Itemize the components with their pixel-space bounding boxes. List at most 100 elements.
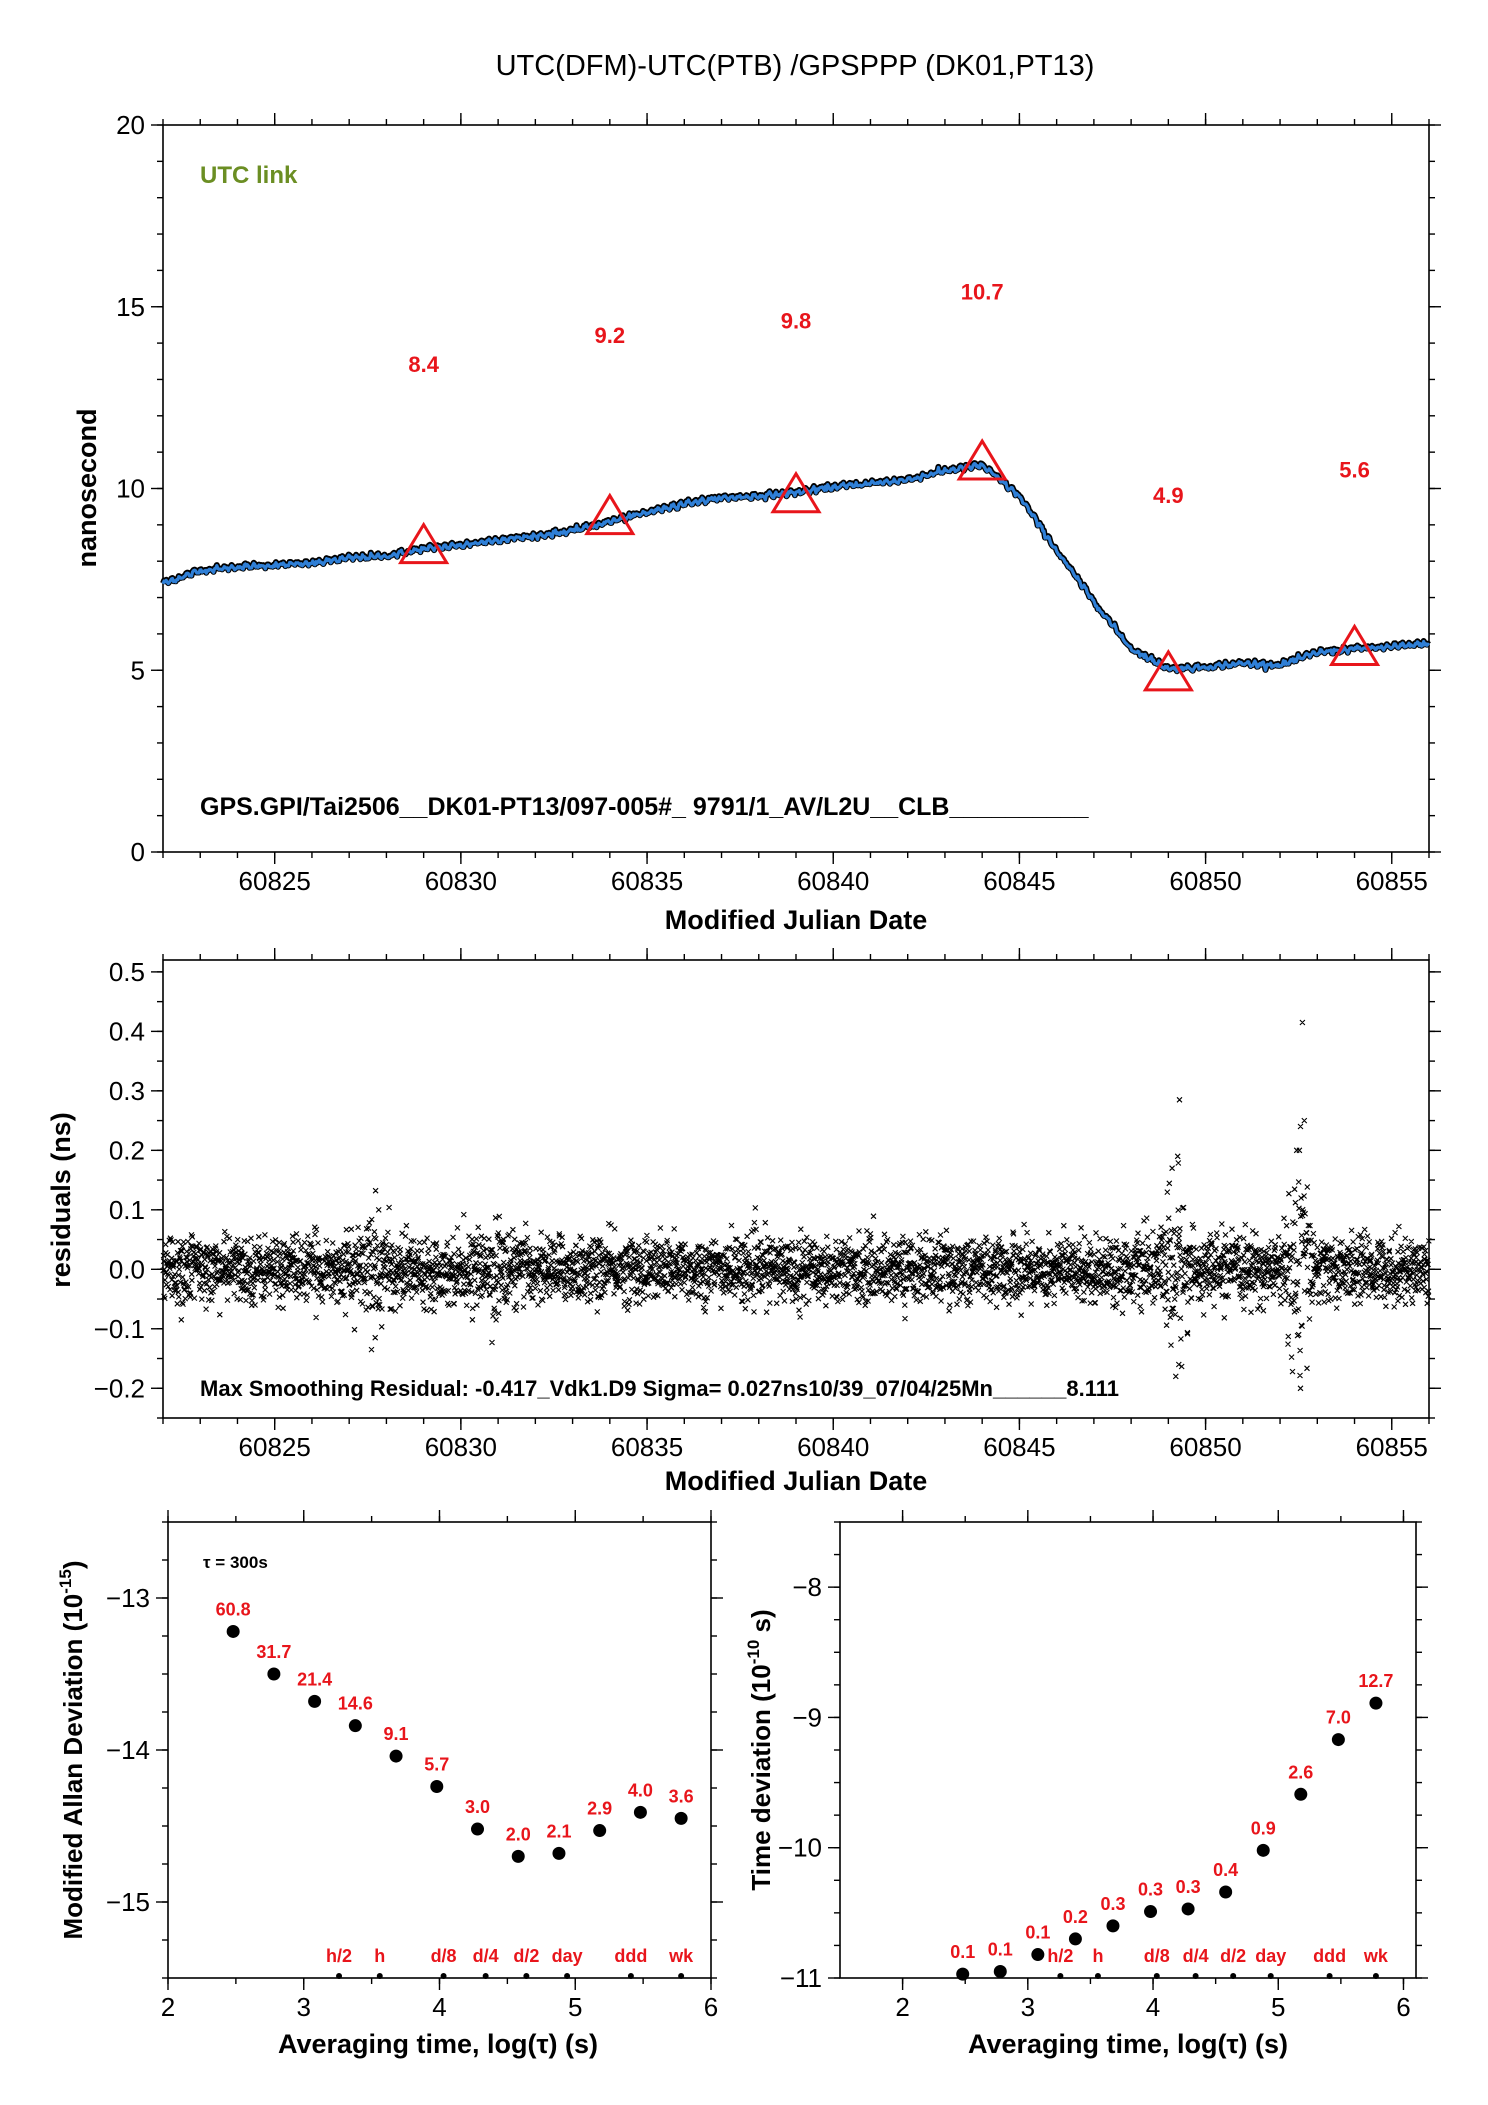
tdev-panel: 2 3 4 5 6 −11 −10 −9 −8 0.1 0.1 0.1 0.2 0.3 0.3 0.3 0.4…	[744, 1510, 1428, 2059]
offset-marker-triangle	[584, 492, 636, 536]
tdev-point-label: 7.0	[1326, 1708, 1351, 1728]
mdev-time-mark-label: d/4	[473, 1946, 499, 1966]
residuals-points	[160, 1019, 1432, 1392]
offset-marker-label: 8.4	[408, 352, 439, 377]
tdev-point-label: 0.9	[1251, 1818, 1276, 1838]
offset-series	[160, 460, 1431, 675]
offset-marker-triangle	[1328, 623, 1381, 666]
mdev-plot-frame	[167, 1521, 712, 1979]
mdev-point	[471, 1822, 485, 1836]
offset-marker-label: 9.8	[781, 309, 812, 334]
mdev-point-label: 3.6	[669, 1786, 694, 1806]
tdev-point	[1031, 1948, 1045, 1962]
y-tick-label: −0.1	[94, 1314, 145, 1344]
y-tick-label: −14	[106, 1735, 150, 1765]
offset-marker-label: 5.6	[1339, 458, 1370, 483]
y-tick-label: 0.3	[109, 1076, 145, 1106]
mdev-point	[552, 1846, 566, 1860]
mdev-point-label: 21.4	[297, 1669, 332, 1689]
tdev-point	[1256, 1843, 1270, 1857]
tdev-time-mark-label: wk	[1363, 1946, 1389, 1966]
mdev-time-mark-dot	[523, 1973, 530, 1979]
x-tick-label: 60830	[425, 866, 497, 896]
offset-markers: 8.4 9.2 9.8 10.7 4.9 5.6	[397, 279, 1381, 692]
x-tick-label: 60840	[797, 866, 869, 896]
y-tick-label: −11	[780, 1963, 822, 1993]
mdev-point	[267, 1667, 281, 1681]
residuals-panel: 60825 60830 60835 60840 60845 60850 60855 −0.2 −…	[46, 948, 1441, 1496]
tdev-time-mark-label: h/2	[1047, 1946, 1073, 1966]
tdev-time-mark-label: d/2	[1220, 1946, 1246, 1966]
residual-point-marks	[160, 1019, 1432, 1392]
mdev-time-mark-dot	[627, 1973, 634, 1979]
y-tick-label: 0	[131, 837, 145, 867]
tdev-point	[993, 1964, 1007, 1978]
tdev-time-mark-dot	[1192, 1973, 1199, 1979]
mdev-time-mark-dot	[376, 1973, 383, 1979]
x-tick-label: 60845	[983, 866, 1055, 896]
offset-marker-label: 9.2	[595, 323, 626, 348]
tdev-point	[1294, 1787, 1308, 1801]
mdev-point-label: 2.0	[506, 1824, 531, 1844]
x-tick-label: 6	[1396, 1992, 1410, 2022]
offset-marker-triangle	[770, 470, 822, 514]
y-tick-label: −0.2	[94, 1373, 145, 1403]
tdev-point-label: 0.3	[1138, 1880, 1163, 1900]
x-tick-label: 4	[1146, 1992, 1160, 2022]
offset-marker-label: 4.9	[1153, 483, 1184, 508]
tdev-point-label: 2.6	[1288, 1762, 1313, 1782]
mdev-point-label: 3.0	[465, 1797, 490, 1817]
tdev-time-mark-label: d/4	[1183, 1946, 1209, 1966]
offset-y-axis-label: nanosecond	[72, 408, 102, 567]
y-tick-label: 5	[131, 655, 145, 685]
mdev-time-mark-label: h/2	[326, 1946, 352, 1966]
y-tick-label: −15	[106, 1887, 150, 1917]
mdev-point-label: 31.7	[256, 1642, 291, 1662]
mdev-panel: 2 3 4 5 6 −15 −14 −13 60.8 31.7 21.4 14.6 9.1 5.7 3.0…	[56, 1510, 723, 2059]
tdev-point	[1106, 1919, 1120, 1933]
tdev-point-label: 0.3	[1100, 1894, 1125, 1914]
tdev-point-label: 0.4	[1213, 1860, 1238, 1880]
mdev-point-label: 4.0	[628, 1780, 653, 1800]
y-tick-label: 10	[116, 474, 145, 504]
tdev-point-label: 0.2	[1063, 1907, 1088, 1927]
mdev-time-mark-label: d/2	[513, 1946, 539, 1966]
mdev-time-mark-dot	[336, 1973, 343, 1979]
mdev-time-mark-dot	[440, 1973, 447, 1979]
mdev-point	[430, 1779, 444, 1793]
tdev-points: 0.1 0.1 0.1 0.2 0.3 0.3 0.3 0.4 0.9 2.6 7.0 12.7 h/2…	[950, 1671, 1393, 1981]
y-tick-label: 0.4	[109, 1016, 145, 1046]
tdev-point-label: 0.3	[1176, 1877, 1201, 1897]
y-tick-label: −8	[792, 1572, 822, 1602]
residuals-annotation: Max Smoothing Residual: -0.417_Vdk1.D9 S…	[200, 1376, 1119, 1401]
mdev-point	[226, 1624, 240, 1638]
tdev-time-mark-label: h	[1092, 1946, 1103, 1966]
mdev-point	[511, 1849, 525, 1863]
mdev-time-mark-dot	[564, 1973, 571, 1979]
tdev-time-mark-dot	[1372, 1973, 1379, 1979]
x-tick-label: 60850	[1169, 1432, 1241, 1462]
mdev-time-mark-label: d/8	[431, 1946, 457, 1966]
tdev-point	[956, 1967, 970, 1981]
tdev-point-label: 0.1	[950, 1942, 975, 1962]
mdev-point	[593, 1824, 607, 1838]
tdev-point	[1331, 1733, 1345, 1747]
x-tick-label: 60835	[611, 866, 683, 896]
mdev-point-label: 2.1	[546, 1821, 571, 1841]
mdev-point	[633, 1805, 647, 1819]
x-tick-label: 2	[895, 1992, 909, 2022]
offset-annotation: GPS.GPI/Tai2506__DK01-PT13/097-005#_ 979…	[200, 793, 1090, 821]
x-tick-label: 6	[704, 1992, 718, 2022]
tdev-y-label-end: s)	[746, 1609, 776, 1639]
x-tick-label: 60825	[239, 1432, 311, 1462]
x-tick-label: 60840	[797, 1432, 869, 1462]
tdev-time-mark-dot	[1267, 1973, 1274, 1979]
mdev-y-label-end: )	[58, 1561, 88, 1570]
mdev-point-label: 5.7	[424, 1754, 449, 1774]
tdev-time-mark-dot	[1230, 1973, 1237, 1979]
tdev-time-mark-label: d/8	[1144, 1946, 1170, 1966]
tdev-plot-frame	[839, 1521, 1417, 1979]
x-tick-label: 3	[297, 1992, 311, 2022]
figure-title: UTC(DFM)-UTC(PTB) /GPSPPP (DK01,PT13)	[496, 50, 1095, 82]
offset-panel: 60825 60830 60835 60840 60845 60850 60855 0 5 10 1…	[72, 110, 1441, 935]
